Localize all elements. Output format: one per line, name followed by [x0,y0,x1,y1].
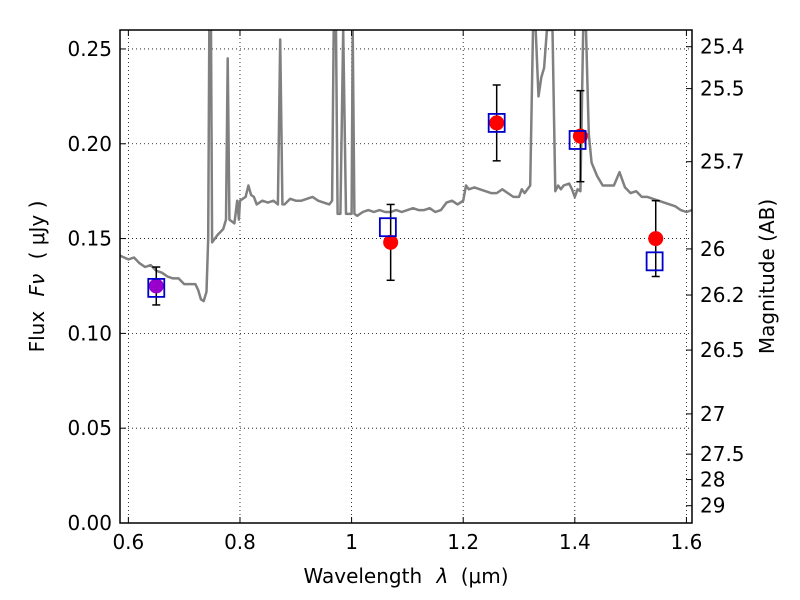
x-axis-title-symbol: λ [436,564,449,588]
y2-tick-label: 26 [700,237,725,261]
model-point [378,217,397,238]
y-tick-label: 0.05 [67,416,112,440]
x-tick-label: 1.4 [559,530,591,554]
y-axis-title-symbol: Fν [25,274,49,297]
x-axis-title-text: Wavelength [303,564,422,588]
model-point [645,251,664,272]
x-axis-title-unit: (μm) [461,564,509,588]
x-axis-title: Wavelength λ (μm) [303,564,508,588]
observed-point [148,278,164,294]
y-axis-title: Flux Fν ( μJy ) [25,201,49,353]
y-tick-label: 0.10 [67,321,112,345]
y2-tick-label: 27 [700,402,725,426]
y2-tick-label: 25.7 [700,150,745,174]
x-tick-label: 1.2 [447,530,479,554]
y-tick-label: 0.20 [67,132,112,156]
y-axis-title-text: Flux [25,311,49,353]
y-tick-label: 0.00 [67,511,112,535]
observed-point [648,231,664,247]
y2-tick-label: 26.2 [700,283,745,307]
y-tick-label: 0.15 [67,227,112,251]
observed-point [572,128,588,144]
model-point [147,277,166,298]
plot-frame [119,29,693,524]
y-tick-label: 0.25 [67,37,112,61]
y2-tick-label: 28 [700,468,725,492]
axis-ticks: 0.6 0.8 1 1.2 1.4 1.6 0.00 0.05 0.10 0.15 0.20 0.25… [67,30,745,554]
y2-tick-label: 29 [700,494,725,518]
observed-point [383,234,399,250]
x-tick-label: 0.8 [224,530,256,554]
y2-tick-label: 25.4 [700,35,745,59]
y2-tick-label: 27.5 [700,442,745,466]
model-spectrum [120,30,692,303]
x-tick-label: 1 [345,530,358,554]
observed-point [489,115,505,131]
model-point [568,130,587,150]
y-axis-title-unit: ( μJy ) [25,201,49,260]
y2-axis-title: Magnitude (AB) [755,199,779,354]
x-tick-label: 0.6 [112,530,144,554]
x-tick-label: 1.6 [671,530,703,554]
model-point [487,113,506,133]
y2-tick-label: 26.5 [700,338,745,362]
y2-tick-label: 25.5 [700,77,745,101]
spectrum-line [120,30,692,303]
data-points [147,84,664,306]
